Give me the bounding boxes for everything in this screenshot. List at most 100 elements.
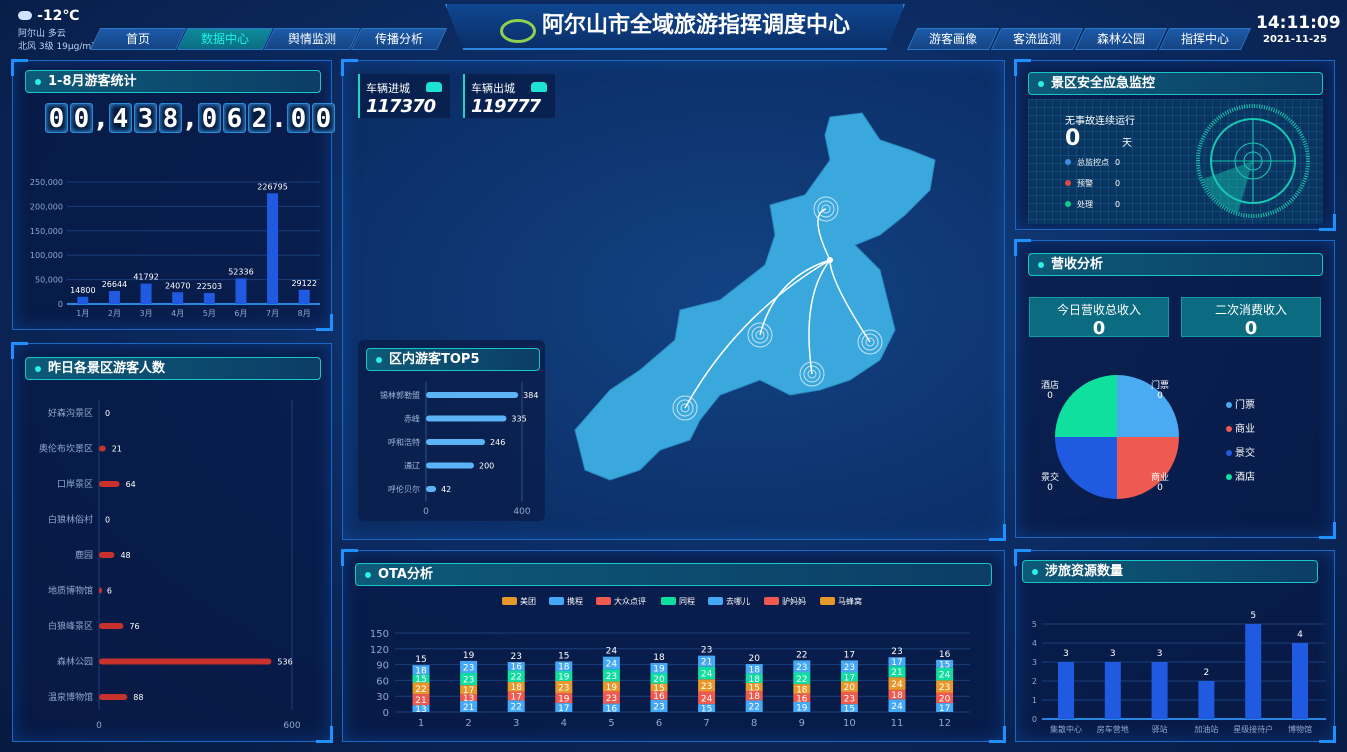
category-label: 锡林郭勒盟 — [380, 390, 420, 400]
segment-value-label: 23 — [796, 663, 807, 673]
x-tick-label: 房车营地 — [1097, 724, 1129, 734]
bar-value-label: 3 — [1063, 649, 1069, 659]
bar — [426, 486, 437, 492]
status-dot — [1065, 159, 1071, 165]
bar — [1151, 662, 1168, 719]
counter-separator: , — [185, 104, 195, 134]
bar-value-label: 64 — [126, 480, 136, 489]
segment-value-label: 20 — [653, 675, 665, 685]
y-tick-label: 200,000 — [30, 202, 63, 211]
location-ripple-icon — [799, 361, 825, 387]
counter-digit: 4 — [109, 103, 132, 134]
origin-point — [827, 257, 833, 263]
bar — [1245, 624, 1262, 719]
y-tick-label: 30 — [376, 692, 389, 703]
second-revenue-label: 二次消费收入 — [1214, 303, 1287, 317]
counter-digit: 0 — [70, 103, 93, 134]
segment-value-label: 23 — [463, 663, 474, 673]
bar-segment — [698, 704, 716, 712]
weather-place: 阿尔山 多云 — [18, 29, 66, 39]
bar-segment — [555, 680, 573, 694]
bar-segment — [507, 670, 525, 682]
segment-value-label: 24 — [701, 670, 713, 680]
segment-value-label: 20 — [844, 683, 856, 693]
legend-label: 同程 — [679, 597, 695, 606]
category-label: 赤峰 — [404, 414, 420, 424]
bar — [77, 296, 89, 304]
bar-segment — [793, 660, 811, 673]
nav-tab-label: 游客画像 — [928, 32, 977, 46]
legend-item[interactable]: 酒店 — [1226, 468, 1255, 483]
car-count-value: 117370 — [366, 96, 436, 117]
bar-value-label: 24070 — [165, 281, 190, 290]
slice-value-label: 0 — [1157, 391, 1163, 401]
nav-tab[interactable]: 游客画像 — [906, 28, 1000, 50]
legend-dot — [1226, 474, 1232, 480]
nav-tab[interactable]: 客流监测 — [990, 28, 1084, 50]
bar-value-label: 384 — [523, 391, 538, 400]
location-ripple-icon — [865, 337, 875, 347]
bar-segment — [650, 673, 668, 684]
nav-tab[interactable]: 森林公园 — [1074, 28, 1168, 50]
nav-tab-label: 数据中心 — [200, 32, 249, 46]
segment-value-label: 21 — [415, 696, 426, 706]
category-label: 呼伦贝尔 — [388, 484, 420, 494]
car-count-label: 车辆出城 — [471, 82, 515, 95]
legend-label: 去哪儿 — [726, 596, 750, 606]
segment-value-label: 23 — [701, 646, 712, 656]
bar-segment — [840, 660, 858, 673]
x-tick-label: 7 — [703, 718, 709, 729]
monthly-visitors-chart: 0 50,000 100,000 150,000 200,000 250,000 14800… — [30, 178, 320, 318]
segment-value-label: 15 — [939, 660, 950, 670]
segment-value-label: 24 — [891, 680, 903, 690]
revenue-panel — [1014, 239, 1336, 539]
region-map — [574, 112, 936, 481]
bar-value-label: 4 — [1297, 630, 1303, 640]
x-tick-label: 12 — [938, 718, 951, 729]
nav-tab-label: 舆情监测 — [287, 32, 336, 46]
category-label: 森林公园 — [57, 656, 93, 668]
x-tick-label: 8月 — [298, 309, 311, 318]
x-tick-label: 加油站 — [1194, 724, 1218, 734]
legend-item[interactable]: 商业 — [1226, 420, 1255, 435]
bar-value-label: 0 — [105, 409, 110, 418]
bar-segment — [650, 683, 668, 692]
segment-value-label: 18 — [748, 665, 760, 675]
bar-segment — [698, 691, 716, 705]
flow-line — [684, 259, 831, 409]
bar-value-label: 3 — [1110, 649, 1116, 659]
nav-tab[interactable]: 传播分析 — [350, 28, 448, 50]
nav-tab[interactable]: 数据中心 — [176, 28, 274, 50]
segment-value-label: 19 — [463, 651, 475, 661]
bar-segment — [507, 700, 525, 712]
safety-item-value: 0 — [1115, 179, 1121, 188]
location-ripple-icon — [676, 399, 694, 417]
bar — [267, 193, 279, 304]
car-icon — [531, 82, 547, 92]
legend-dot — [1226, 426, 1232, 432]
segment-value-label: 18 — [558, 663, 570, 673]
category-label: 呼和浩特 — [388, 437, 420, 447]
x-tick-label: 5月 — [203, 309, 216, 318]
location-ripple-icon — [813, 196, 839, 222]
today-revenue-label: 今日营收总收入 — [1056, 303, 1141, 317]
bar-segment — [888, 699, 906, 712]
nav-tab[interactable]: 指挥中心 — [1158, 28, 1252, 50]
x-tick-label: 博物馆 — [1288, 724, 1312, 734]
nav-tab[interactable]: 舆情监测 — [263, 28, 361, 50]
x-tick-label: 1月 — [76, 309, 89, 318]
legend-item[interactable]: 景交 — [1226, 444, 1255, 459]
today-revenue-value: 0 — [1092, 318, 1106, 339]
bar-segment — [745, 700, 763, 712]
bar-value-label: 88 — [133, 693, 143, 702]
slice-value-label: 0 — [1157, 483, 1163, 493]
nav-tab-label: 首页 — [125, 32, 150, 46]
counter-separator: . — [274, 104, 284, 134]
nav-tab[interactable]: 首页 — [89, 28, 187, 50]
counter-separator: , — [96, 104, 106, 134]
bar — [426, 415, 507, 422]
legend-item[interactable]: 门票 — [1226, 396, 1255, 411]
bar-segment — [745, 683, 763, 691]
